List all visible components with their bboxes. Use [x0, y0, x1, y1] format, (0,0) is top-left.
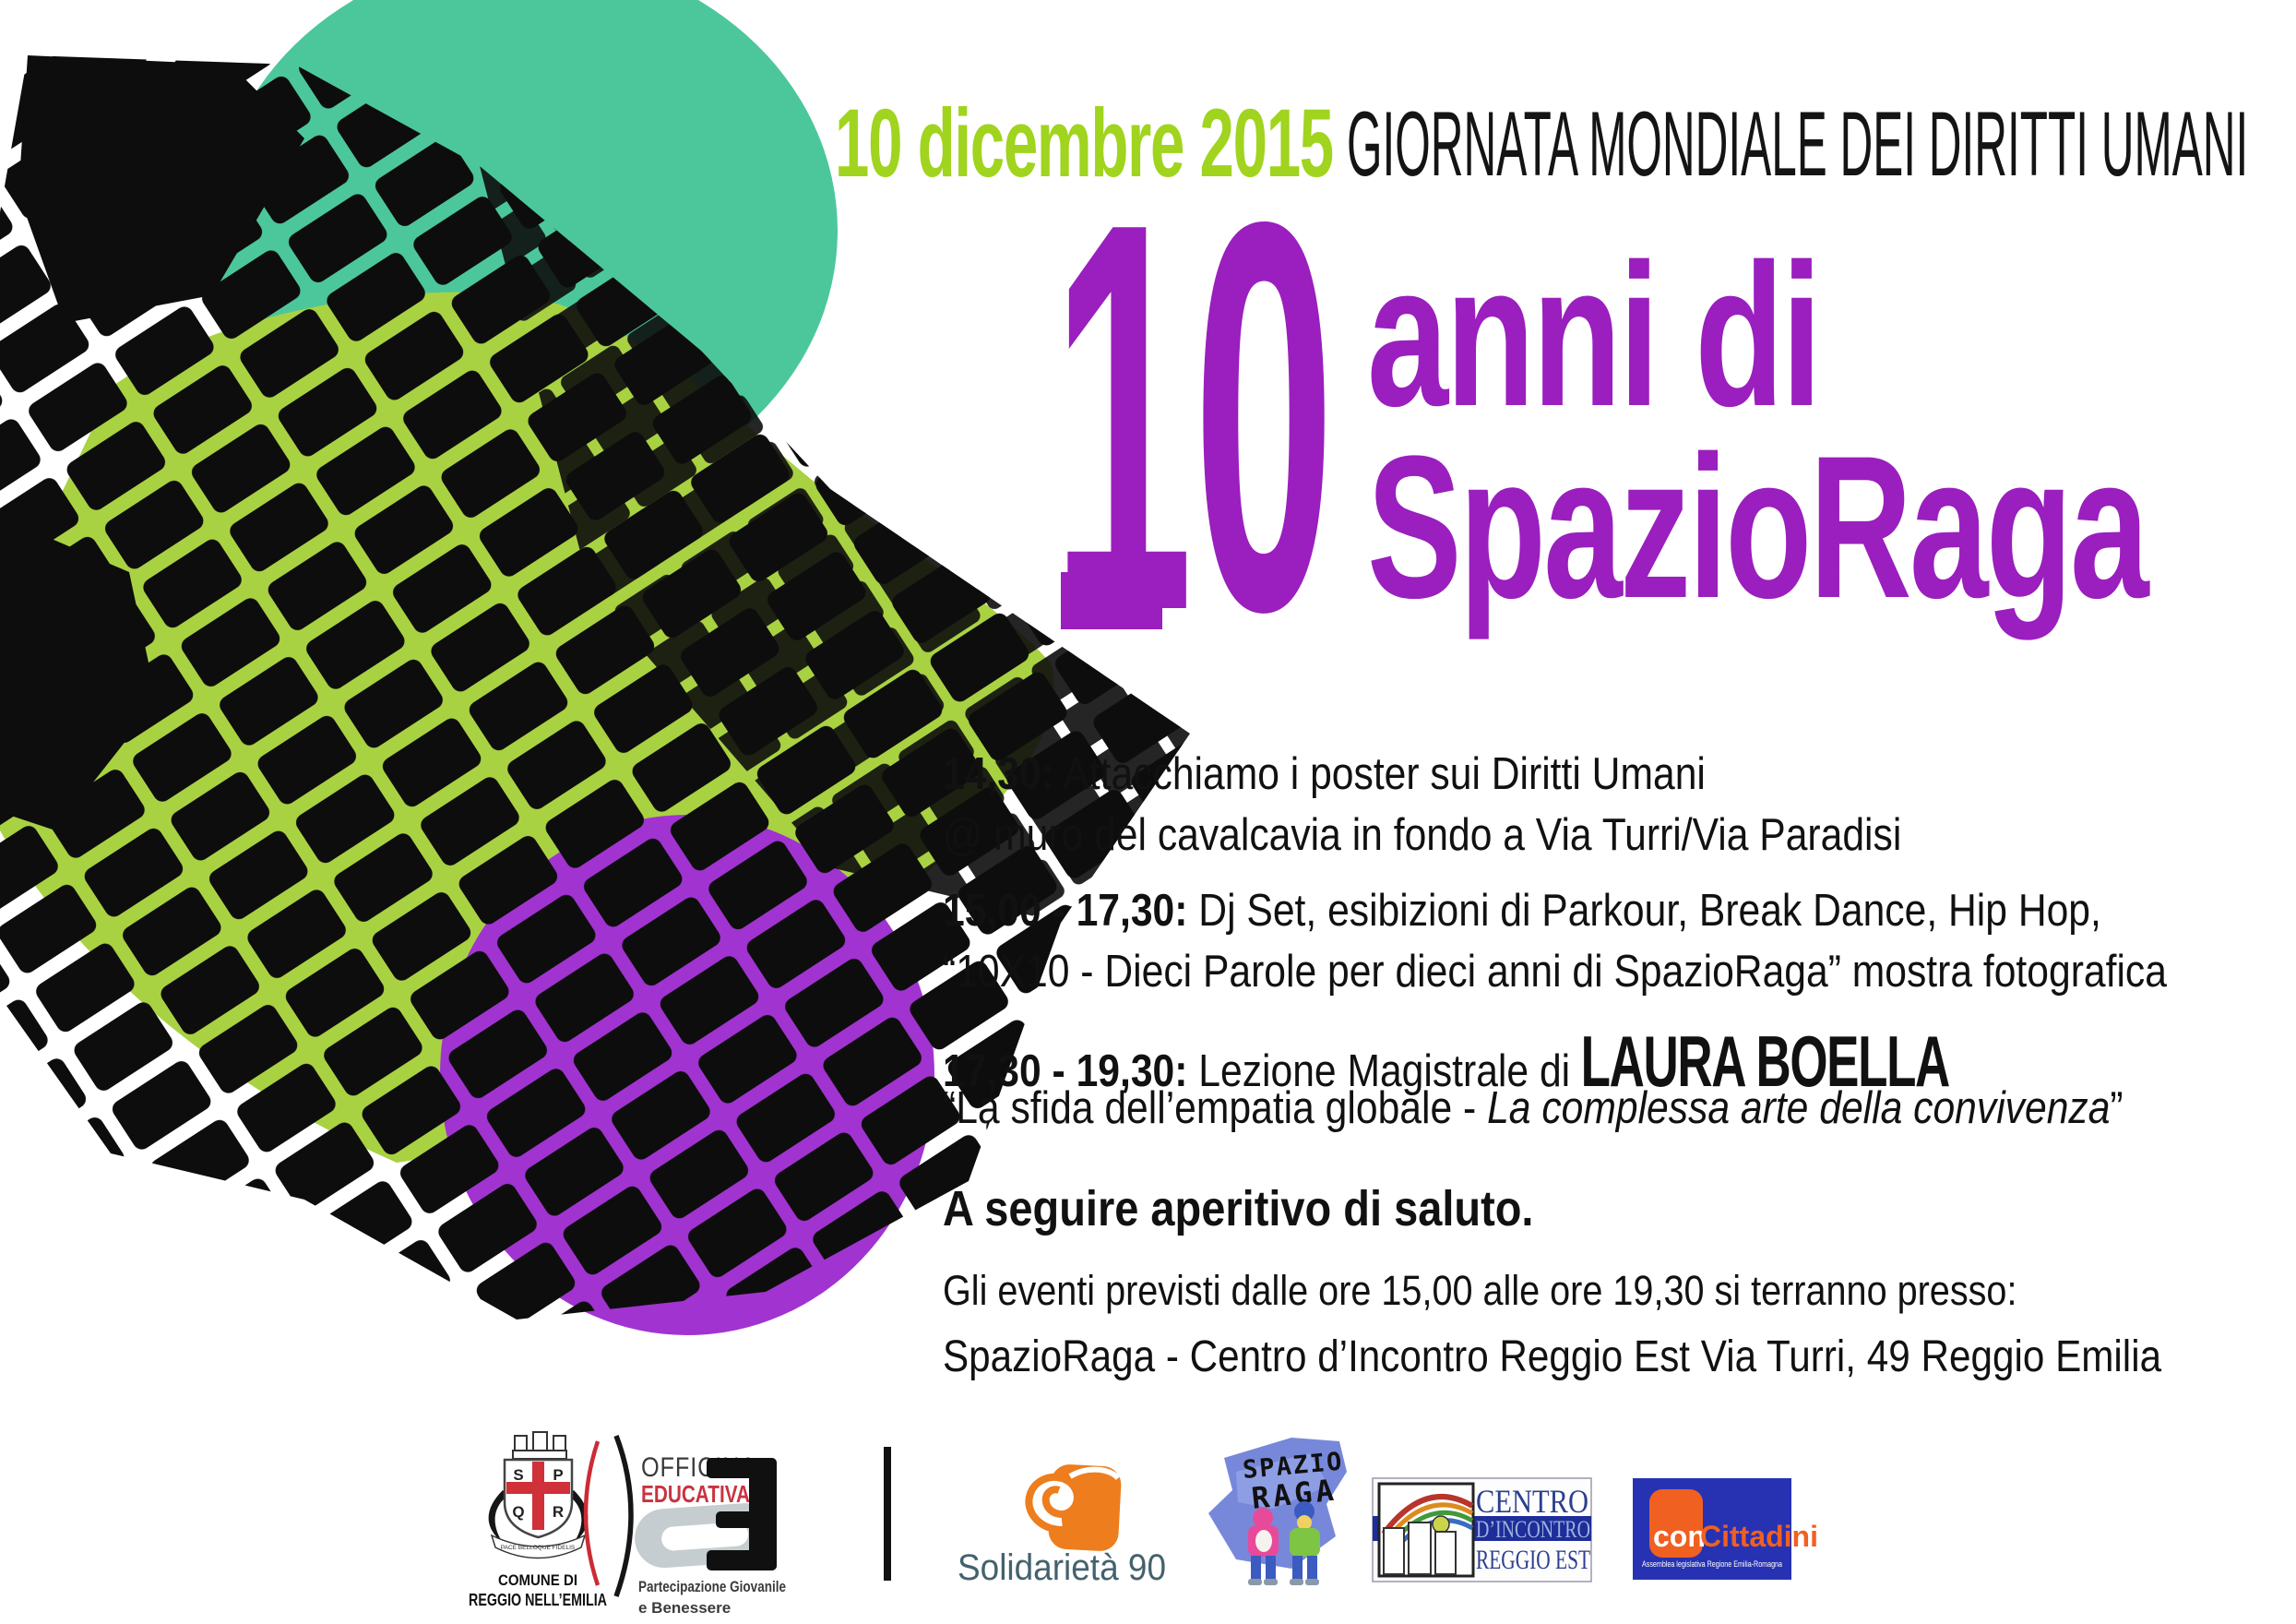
concittadini-word-2: Cittadini — [1700, 1520, 1818, 1553]
centro-incontro-logo: CENTRO D’INCONTRO REGGIO EST — [1372, 1477, 1592, 1582]
solidarieta-90-logo: Solidarietà 90 — [958, 1464, 1166, 1588]
svg-text:Q: Q — [512, 1503, 524, 1521]
comune-reggio-logo: S P Q R PACE BELLOQUE FIDELIS COMUNE DI … — [469, 1431, 607, 1609]
officina-sub-2: e Benessere — [638, 1599, 731, 1617]
schedule-item-3-line-1: 17,30 - 19,30: Lezione Magistrale di LAU… — [943, 1019, 2053, 1105]
schedule-item-1-text: Attacchiamo i poster sui Diritti Umani — [1053, 749, 1706, 799]
kid-left — [1248, 1508, 1279, 1585]
world-day-title: GIORNATA MONDIALE DEI DIRITTI UMANI — [1347, 92, 2249, 195]
solid-ink-patch — [18, 55, 304, 323]
officina-sub-1: Partecipazione Giovanile — [638, 1578, 786, 1595]
concittadini-word-1: con — [1653, 1520, 1706, 1553]
crest-ribbon-left — [488, 1490, 509, 1543]
solidarieta-label: Solidarietà 90 — [958, 1547, 1166, 1588]
kid-right — [1290, 1501, 1320, 1585]
schedule-item-3-text: Lezione Magistrale di — [1187, 1046, 1581, 1096]
event-date: 10 dicembre 2015 — [835, 90, 1334, 197]
paren-red — [583, 1440, 601, 1586]
schedule-item-1-line-1: 14,30: Attacchiamo i poster sui Diritti … — [943, 747, 1706, 802]
svg-text:S: S — [513, 1466, 523, 1484]
venue-address: SpazioRaga - Centro d’Incontro Reggio Es… — [943, 1332, 2162, 1381]
schedule-item-1-time: 14,30: — [943, 749, 1054, 799]
officina-e-glyph — [707, 1458, 777, 1570]
schedule-item-2-time: 15,00 - 17,30: — [943, 886, 1188, 936]
crest-motto: PACE BELLOQUE FIDELIS — [501, 1545, 576, 1551]
city-blocks — [0, 55, 1190, 1320]
crest-banner — [490, 1534, 587, 1559]
lecture-title-endquote: ” — [2110, 1083, 2124, 1133]
svg-text:P: P — [553, 1466, 563, 1484]
educativa-word: EDUCATIVA — [641, 1480, 750, 1508]
footer-logo-strip: S P Q R PACE BELLOQUE FIDELIS COMUNE DI … — [469, 1431, 1818, 1617]
comune-name-1: COMUNE DI — [498, 1571, 577, 1589]
schedule-item-1-line-2: @ muro del cavalcavia in fondo a Via Tur… — [943, 810, 1902, 860]
solid-ink-patch — [0, 517, 157, 830]
centro-line-2: D’INCONTRO — [1476, 1516, 1590, 1543]
footer-divider — [884, 1447, 891, 1581]
officina-educativa-logo: OFFICINA EDUCATIVA Partecipazione Giovan… — [583, 1435, 786, 1617]
lecture-subtitle-italic: La complessa arte della convivenza — [1487, 1083, 2111, 1133]
lecture-title: “La sfida dell’empatia globale - — [943, 1083, 1488, 1133]
map-artwork — [0, 0, 1190, 1335]
centro-line-1: CENTRO — [1476, 1483, 1588, 1520]
crest-ribbon-right — [567, 1490, 589, 1543]
spazioraga-kids-logo: SPAZIO RAGA — [1208, 1438, 1347, 1585]
closing-line: A seguire aperitivo di saluto. — [943, 1181, 1534, 1236]
paren-black — [613, 1435, 634, 1597]
schedule-item-2-line-1: 15,00 - 17,30: Dj Set, esibizioni di Par… — [943, 884, 2101, 938]
schedule-item-2-text: Dj Set, esibizioni di Parkour, Break Dan… — [1187, 886, 2101, 936]
title-line-anni-di: anni di — [1367, 221, 1822, 448]
centro-line-3: REGGIO EST — [1476, 1545, 1590, 1575]
title-number-foot — [1061, 572, 1162, 629]
city-blocks-dense — [480, 166, 1190, 923]
schedule-item-3-time: 17,30 - 19,30: — [943, 1046, 1188, 1096]
speaker-name: LAURA BOELLA — [1580, 1021, 1951, 1102]
title-line-spazioraga: SpazioRaga — [1367, 413, 2149, 640]
schedule-item-2-line-2: “10X10 - Dieci Parole per dieci anni di … — [943, 947, 2167, 997]
concittadini-logo: con Cittadini Assemblea legislativa Regi… — [1633, 1478, 1818, 1580]
venue-note: Gli eventi previsti dalle ore 15,00 alle… — [943, 1267, 2017, 1314]
comune-name-2: REGGIO NELL’EMILIA — [469, 1591, 607, 1609]
concittadini-sub: Assemblea legislativa Regione Emilia-Rom… — [1642, 1559, 1782, 1569]
svg-text:R: R — [553, 1503, 564, 1521]
schedule-item-3-line-2: “La sfida dell’empatia globale - La comp… — [943, 1081, 2124, 1136]
